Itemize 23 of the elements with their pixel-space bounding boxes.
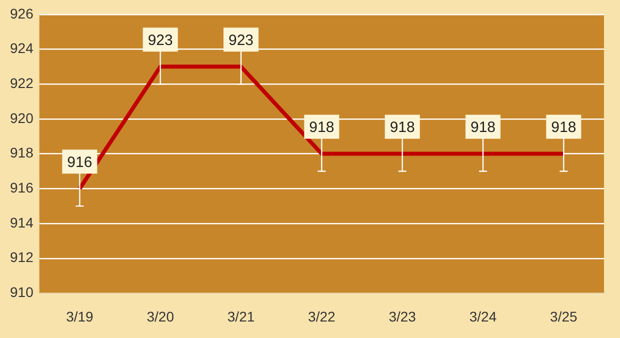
y-tick-label: 912 (10, 249, 34, 266)
x-tick-label: 3/19 (66, 308, 94, 324)
data-label: 918 (390, 118, 415, 136)
data-label: 916 (67, 154, 92, 171)
x-tick-label: 3/21 (227, 308, 255, 324)
data-label: 923 (148, 32, 173, 49)
y-tick-label: 924 (10, 40, 34, 56)
data-label: 918 (470, 118, 496, 136)
y-tick-label: 914 (10, 214, 34, 230)
x-tick-label: 3/20 (146, 308, 174, 324)
y-tick-label: 920 (10, 110, 34, 126)
x-tick-label: 3/22 (308, 308, 336, 324)
y-tick-label: 910 (10, 284, 34, 300)
x-tick-label: 3/23 (388, 308, 416, 324)
data-label: 918 (309, 118, 334, 136)
x-tick-label: 3/25 (550, 308, 578, 324)
y-tick-label: 916 (10, 180, 34, 196)
y-tick-label: 918 (10, 144, 34, 161)
x-tick-label: 3/24 (469, 308, 497, 324)
y-tick-label: 926 (10, 5, 34, 22)
data-label: 918 (551, 118, 576, 136)
y-tick-label: 922 (10, 74, 34, 91)
data-label: 923 (228, 32, 254, 49)
